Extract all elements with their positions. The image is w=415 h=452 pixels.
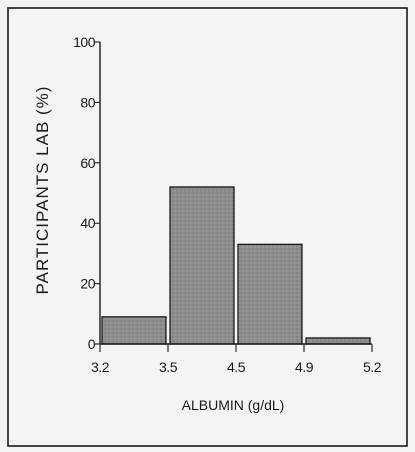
x-tick-label-4.9: 4.9 xyxy=(295,359,314,375)
y-tick-label-60: 60 xyxy=(80,155,95,171)
y-tick-label-20: 20 xyxy=(80,276,95,292)
bar-3.5-4.5 xyxy=(169,186,235,345)
x-axis-ticks: 3.2 3.5 4.5 4.9 5.2 xyxy=(91,344,382,375)
x-tick-label-5.2: 5.2 xyxy=(363,359,382,375)
y-tick-label-100: 100 xyxy=(73,34,96,50)
x-tick-label-3.5: 3.5 xyxy=(159,359,178,375)
bar-4.5-4.9 xyxy=(237,243,303,345)
x-tick-label-4.5: 4.5 xyxy=(227,359,246,375)
y-axis-title: PARTICIPANTS LAB (%) xyxy=(33,86,52,295)
y-axis-ticks: 0 20 40 60 80 100 xyxy=(73,34,100,352)
x-axis-title: ALBUMIN (g/dL) xyxy=(182,397,285,413)
bars-group xyxy=(101,186,371,345)
y-tick-label-40: 40 xyxy=(80,215,95,231)
bar-3.2-3.5 xyxy=(101,316,167,345)
bar-4.9-5.2 xyxy=(305,337,371,345)
y-tick-label-80: 80 xyxy=(80,94,95,110)
y-tick-label-0: 0 xyxy=(88,336,96,352)
x-tick-label-3.2: 3.2 xyxy=(91,359,110,375)
figure-frame xyxy=(7,7,408,447)
